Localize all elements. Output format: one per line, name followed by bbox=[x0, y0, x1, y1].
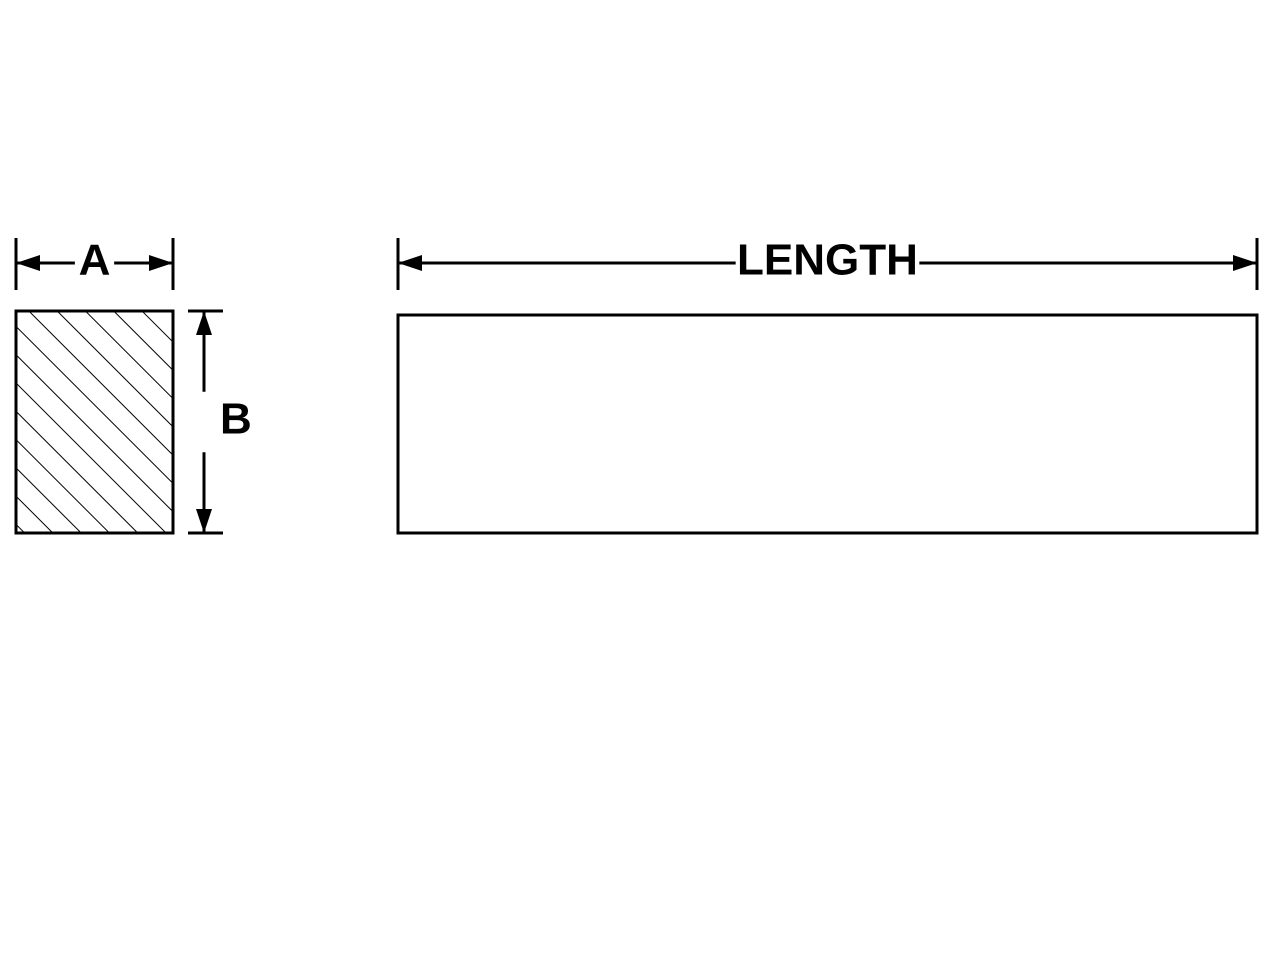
dimension-label-a: A bbox=[79, 236, 111, 285]
cross-section-rect bbox=[16, 311, 173, 533]
side-view-rect bbox=[398, 315, 1257, 533]
dimension-label-length: LENGTH bbox=[737, 236, 918, 285]
dimension-label-b: B bbox=[220, 395, 252, 444]
technical-drawing: A B LENGTH bbox=[0, 0, 1280, 955]
